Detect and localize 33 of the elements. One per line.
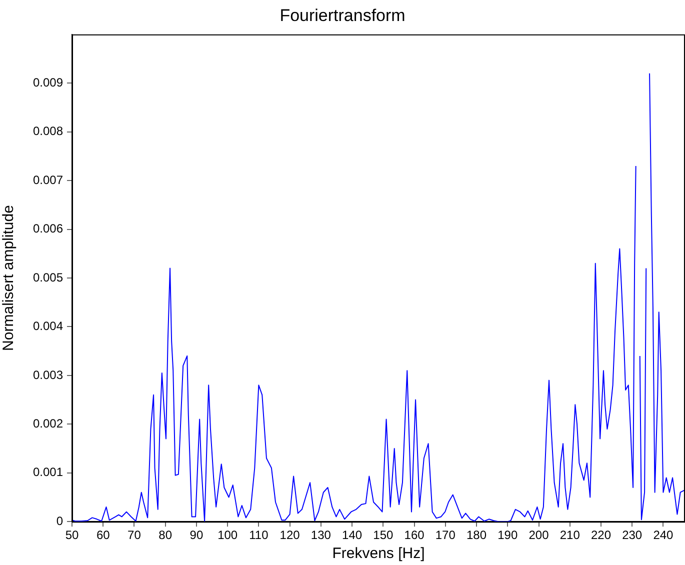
y-tick-label: 0	[56, 514, 64, 528]
x-tick-label: 160	[404, 528, 425, 542]
x-tick-label: 70	[128, 528, 142, 542]
y-tick-label: 0.008	[32, 124, 64, 138]
x-tick-label: 80	[158, 528, 172, 542]
y-tick-label: 0.005	[32, 270, 64, 284]
x-tick-label: 60	[96, 528, 110, 542]
x-tick-label: 90	[190, 528, 204, 542]
x-tick-label: 130	[310, 528, 332, 542]
y-tick-label: 0.006	[32, 222, 64, 236]
y-axis-title: Normalisert amplitude	[0, 205, 18, 351]
x-tick-label: 190	[498, 528, 518, 542]
x-tick-label: 210	[560, 528, 580, 542]
x-tick-label: 230	[622, 528, 642, 542]
y-tick-label: 0.009	[32, 75, 64, 90]
x-tick-label: 170	[435, 528, 456, 542]
x-tick-label: 140	[342, 528, 362, 542]
x-tick-label: 200	[528, 528, 550, 542]
x-axis-title: Frekvens [Hz]	[332, 545, 425, 562]
y-tick-label: 0.004	[32, 319, 64, 334]
x-tick-label: 180	[466, 528, 487, 542]
x-tick-label: 240	[653, 528, 674, 542]
y-tick-label: 0.003	[32, 368, 64, 382]
x-tick-label: 120	[280, 528, 300, 542]
x-tick-label: 100	[218, 528, 238, 542]
x-tick-label: 110	[249, 528, 269, 542]
x-tick-label: 50	[65, 528, 79, 542]
chart-title: Fouriertransform	[280, 6, 406, 25]
x-tick-label: 150	[373, 528, 394, 542]
y-tick-label: 0.001	[32, 465, 64, 480]
y-tick-label: 0.007	[32, 172, 64, 187]
y-tick-label: 0.002	[32, 416, 64, 430]
x-tick-label: 220	[590, 528, 612, 542]
